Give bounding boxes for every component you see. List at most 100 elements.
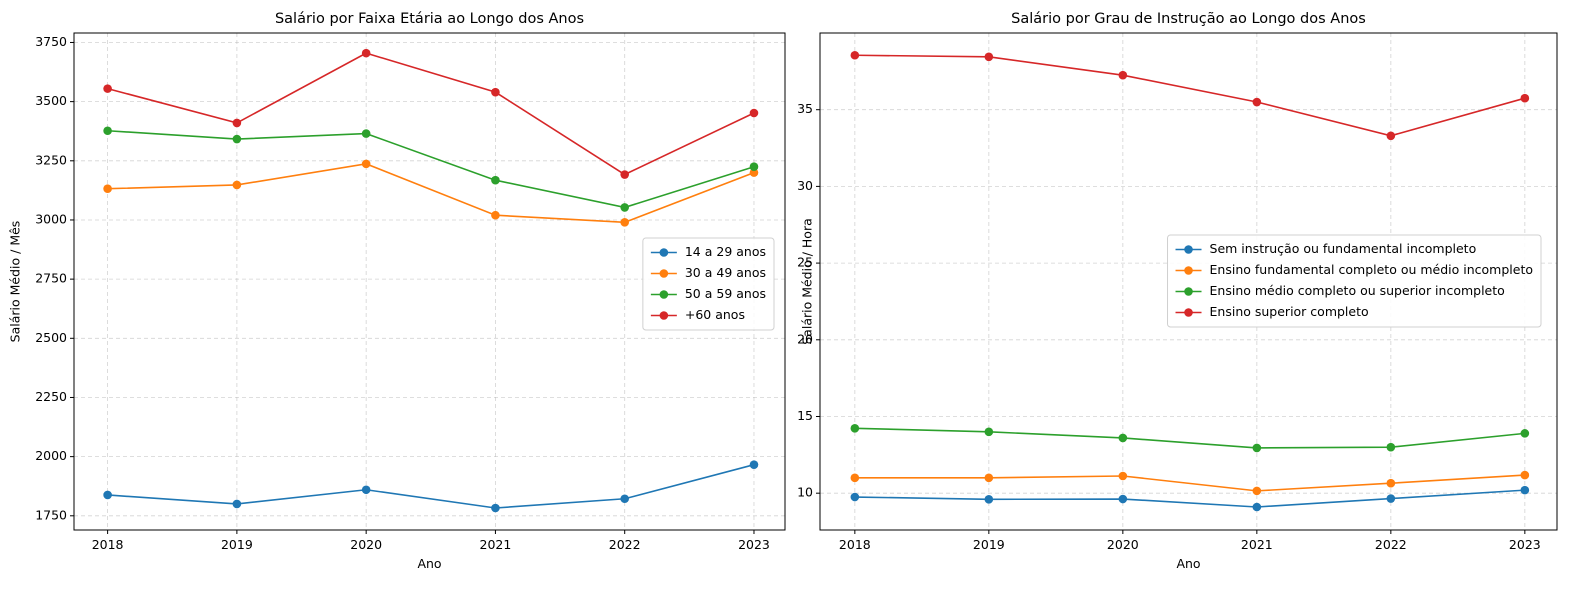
legend-label: 14 a 29 anos [685,244,766,259]
x-tick-label: 2023 [1509,537,1541,552]
y-tick-label: 3250 [35,152,67,167]
x-tick-label: 2020 [1107,537,1139,552]
legend-swatch-marker [659,311,669,320]
data-point [850,473,860,483]
x-tick-label: 2021 [1241,537,1273,552]
legend-swatch-marker [659,290,669,299]
x-tick-label: 2018 [839,537,871,552]
legend: 14 a 29 anos 30 a 49 anos 50 a 59 anos +60 … [642,237,775,331]
x-tick-label: 2022 [1375,537,1407,552]
data-point [491,87,500,97]
y-tick-label: 2750 [35,271,67,286]
data-point [491,175,500,185]
legend-swatch-marker [659,269,669,278]
x-tick-label: 2021 [480,537,512,552]
data-point [361,48,371,58]
legend: Sem instrução ou fundamental incompleto E… [1167,234,1542,328]
data-point [749,460,759,469]
data-point [1386,478,1396,488]
legend-label: 50 a 59 anos [685,286,766,301]
data-point [749,162,759,172]
age-chart: Salário por Faixa Etária ao Longo dos An… [8,11,786,571]
y-tick-label: 3750 [35,34,67,49]
data-point [232,499,242,509]
data-point [1118,70,1128,80]
data-point [361,159,371,169]
legend-swatch-marker [659,248,669,257]
data-point [103,126,112,136]
data-point [1252,486,1262,496]
y-tick-label: 20 [797,331,813,346]
data-point [1118,494,1128,504]
data-point [1118,433,1128,443]
data-point [749,108,759,118]
data-point [491,210,500,220]
data-point [103,184,112,194]
x-axis-label: Ano [1176,556,1200,571]
x-tick-label: 2023 [738,537,770,552]
y-tick-label: 3000 [35,211,67,226]
data-point [1386,131,1396,141]
x-tick-label: 2019 [973,537,1005,552]
x-tick-label: 2020 [350,537,382,552]
y-tick-label: 25 [797,255,813,270]
y-tick-label: 10 [797,485,813,500]
axis-ticks: 2018 2019 2020 2021 2022 2023 10 15 20 25 30 35 [797,101,1541,552]
data-point [232,118,242,128]
data-point [850,50,860,60]
legend-swatch-marker [1184,245,1193,254]
data-point [232,180,242,190]
legend-label: Ensino médio completo ou superior incomp… [1210,283,1505,298]
y-tick-label: 3500 [35,93,67,108]
plot-frame [73,32,786,531]
axis-ticks: 2018 2019 2020 2021 2022 2023 1750 2000 2250 2500… [35,34,770,552]
y-tick-label: 35 [797,101,813,116]
y-tick-label: 30 [797,178,813,193]
series-line [107,163,755,224]
y-tick-label: 1750 [35,507,67,522]
y-axis-label: Salário Médio / Mês [8,221,23,343]
data-point [1520,485,1530,495]
series-line [854,474,1525,492]
series-line [854,427,1525,449]
legend-label: +60 anos [685,307,745,322]
data-point [1252,443,1262,453]
series [103,48,759,513]
legend-label: 30 a 49 anos [685,265,766,280]
legend-swatch-marker [1184,287,1193,296]
data-point [103,84,112,93]
data-point [1252,97,1262,107]
data-point [361,485,371,495]
y-axis-label: Salário Médio / Hora [800,218,815,345]
data-point [984,427,994,437]
legend-swatch-marker [1184,308,1193,317]
x-tick-label: 2018 [92,537,124,552]
data-point [232,134,242,144]
education-chart: Salário por Grau de Instrução ao Longo d… [797,11,1558,571]
data-point [620,218,630,227]
data-point [984,495,994,504]
y-tick-label: 2000 [35,448,67,463]
legend-label: Ensino fundamental completo ou médio inc… [1210,262,1533,277]
data-point [749,168,759,177]
y-tick-label: 2250 [35,389,67,404]
data-point [1520,93,1530,103]
data-point [620,170,630,179]
plot-frame [819,32,1558,531]
legend-box [642,237,775,331]
data-point [850,423,860,433]
series-line [107,52,755,176]
series [850,50,1530,512]
data-point [103,490,112,500]
data-point [1520,429,1530,438]
legend-swatch-marker [1184,266,1193,275]
data-point [620,203,630,212]
data-point [1520,470,1530,480]
legend-label: Ensino superior completo [1210,304,1369,319]
legend-box [1167,234,1542,328]
x-tick-label: 2019 [221,537,253,552]
data-point [1252,502,1262,512]
data-point [620,494,630,504]
x-tick-label: 2022 [609,537,641,552]
